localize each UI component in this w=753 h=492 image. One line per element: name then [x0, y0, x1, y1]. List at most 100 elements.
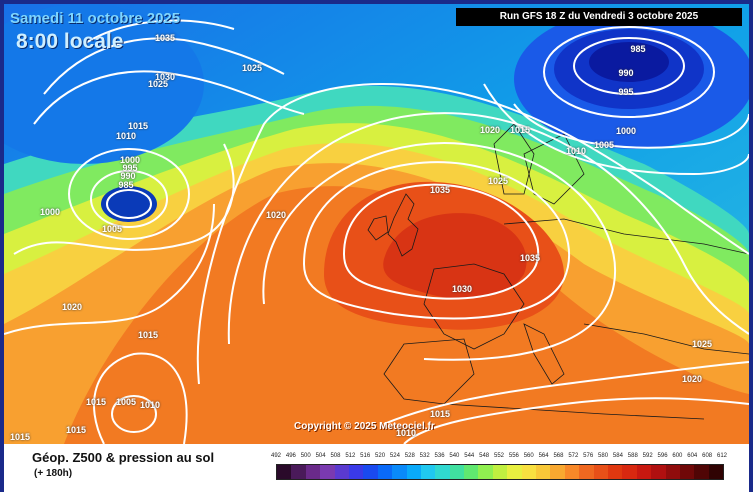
legend-value: 544: [464, 453, 475, 459]
forecast-range: (+ 180h): [34, 468, 73, 479]
legend-value: 500: [300, 453, 311, 459]
legend-swatch: [377, 465, 393, 479]
legend-swatch: [507, 465, 522, 479]
legend-value: 588: [627, 453, 638, 459]
legend-swatch: [492, 465, 508, 479]
legend-swatch: [392, 465, 407, 479]
legend-swatch: [406, 465, 421, 479]
legend-swatch: [363, 465, 378, 479]
legend-swatch: [464, 465, 479, 479]
legend-value: 540: [449, 453, 460, 459]
isobar-label-iso-1030-fr: 1030: [451, 284, 473, 294]
legend-value: 564: [538, 453, 549, 459]
isobar-label-iso-1025-n: 1025: [241, 63, 263, 73]
isobar-label-iso-1000-ne: 1000: [615, 126, 637, 136]
coast-baltic: [503, 218, 749, 255]
coast-britain: [387, 193, 419, 257]
legend-value: 552: [493, 453, 505, 459]
isobar-label-iso-1005-az: 1005: [115, 397, 137, 407]
legend-swatch: [435, 465, 450, 479]
legend-swatch: [579, 465, 594, 479]
legend-swatch: [694, 465, 709, 479]
legend-value: 608: [702, 453, 713, 459]
legend-value: 548: [479, 453, 490, 459]
coastlines: [367, 123, 749, 420]
isobar-1025-nw: [33, 70, 305, 125]
legend-value: 596: [657, 453, 668, 459]
legend-swatch: [607, 465, 623, 479]
legend-swatch: [593, 465, 608, 479]
legend-swatch: [348, 465, 364, 479]
isobar-label-iso-1015-bl2: 1015: [65, 425, 87, 435]
isobar-label-iso-1035-uk: 1035: [429, 185, 451, 195]
legend-swatch: [708, 465, 724, 479]
legend-swatch: [305, 465, 321, 479]
isobar-1020-sw: [4, 203, 215, 335]
isobar-label-iso-990-w: 990: [120, 171, 136, 181]
isobar-1010-w: [13, 143, 235, 255]
legend-value: 516: [360, 453, 371, 459]
isobar-label-iso-1015-az: 1015: [85, 397, 107, 407]
legend-value: 572: [568, 453, 579, 459]
isobar-995-ne: [543, 26, 715, 118]
isobar-label-iso-1035-eu: 1035: [519, 253, 541, 263]
isobar-label-iso-1015-sw: 1015: [137, 330, 159, 340]
isobar-label-iso-1010-med: 1010: [395, 428, 417, 438]
legend-swatch: [536, 465, 551, 479]
legend-swatch: [651, 465, 666, 479]
legend-swatch: [521, 465, 537, 479]
isobar-label-iso-1025-nw: 1025: [147, 79, 169, 89]
isobar-label-iso-985-ne: 985: [630, 44, 646, 54]
w-low-core: [101, 186, 157, 222]
legend-value: 528: [404, 453, 415, 459]
isobar-label-iso-995-w: 995: [122, 163, 138, 173]
isobar-label-iso-1020-se: 1020: [681, 374, 703, 384]
legend-value: 496: [285, 453, 296, 459]
isobar-1035-a: [342, 183, 540, 300]
isobars: [4, 19, 749, 444]
legend-swatch: [277, 465, 292, 479]
legend-value: 560: [523, 453, 534, 459]
map-canvas: [4, 4, 749, 444]
isobar-label-iso-995-ne: 995: [618, 87, 634, 97]
isobar-label-iso-1000-w: 1000: [119, 155, 141, 165]
isobar-1025: [262, 142, 617, 361]
isobar-1020: [227, 112, 749, 345]
coast-balkans: [583, 323, 749, 355]
isobar-1015-med: [383, 361, 749, 425]
isobar-1015: [196, 83, 749, 385]
legend-value: 492: [270, 453, 282, 459]
legend-swatch: [291, 465, 306, 479]
run-label: Run GFS 18 Z du Vendredi 3 octobre 2025: [456, 8, 742, 26]
legend-color-scale: [276, 464, 724, 480]
isobar-label-iso-1015-bl: 1015: [9, 432, 31, 442]
isobar-label-iso-1000-far-w: 1000: [39, 207, 61, 217]
isobar-label-iso-990-ne: 990: [618, 68, 634, 78]
legend-panel: Géop. Z500 & pression au sol (+ 180h) 49…: [4, 444, 749, 492]
isobar-985: [106, 189, 152, 219]
isobar-995: [90, 170, 168, 228]
isobar-label-iso-1015-scan: 1015: [509, 125, 531, 135]
legend-value: 604: [687, 453, 698, 459]
isobar-1010-med: [403, 397, 749, 444]
isobar-1005-w: [68, 148, 190, 240]
isobar-label-iso-1010-ne: 1010: [565, 146, 587, 156]
legend-value: 556: [508, 453, 519, 459]
legend-value: 520: [375, 453, 386, 459]
isobar-label-iso-1020-scan: 1020: [479, 125, 501, 135]
weather-map[interactable]: Samedi 11 octobre 2025 8:00 locale Run G…: [4, 4, 749, 444]
legend-value: 524: [389, 453, 400, 459]
legend-swatch: [679, 465, 695, 479]
isobar-1035-nw: [83, 19, 235, 45]
isobar-label-iso-1030-nw: 1030: [154, 72, 176, 82]
isobar-label-iso-985-w: 985: [118, 180, 134, 190]
legend-scale-values: 492 496 500 504 508 512 516 520 524 528 532 536 540 5…: [270, 453, 727, 463]
isobar-label-iso-1025-scan: 1025: [487, 176, 509, 186]
isobar-1010-ne: [483, 83, 749, 176]
legend-swatch: [665, 465, 680, 479]
coast-italy: [523, 323, 565, 385]
ridge-center: [383, 213, 527, 299]
legend-value: 532: [419, 453, 430, 459]
coast-ireland: [367, 215, 389, 241]
isobar-label-iso-1020-sw: 1020: [61, 302, 83, 312]
